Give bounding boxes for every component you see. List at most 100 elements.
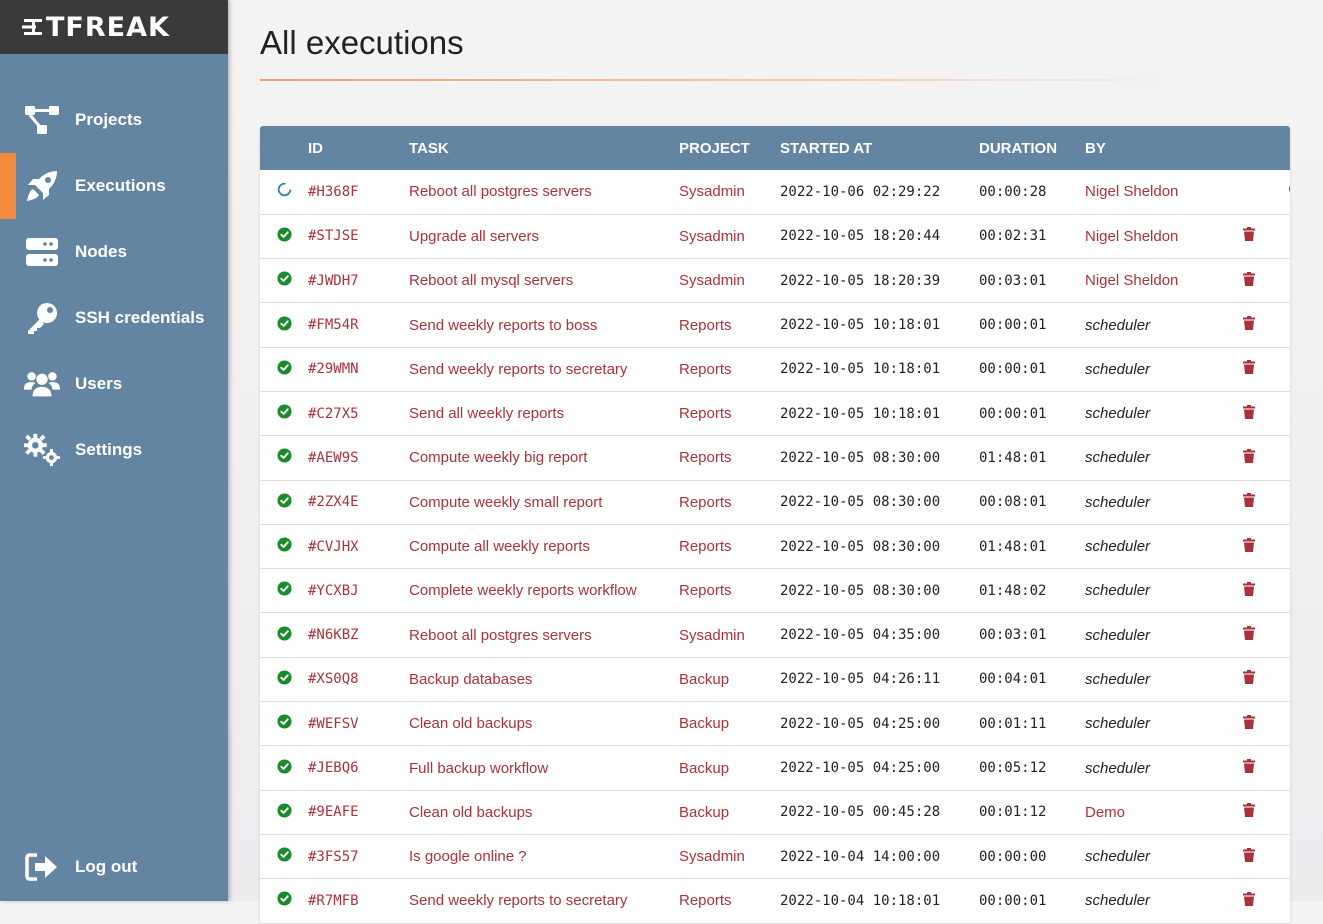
table-row[interactable]: #9EAFE Clean old backups Backup 2022-10-05 … [260,790,1290,835]
execution-id-link[interactable]: #3FS57 [308,848,359,865]
execution-id-link[interactable]: #YCXBJ [308,582,359,599]
task-link[interactable]: Send weekly reports to boss [409,316,598,334]
task-link[interactable]: Send all weekly reports [409,405,565,423]
delete-execution-button[interactable] [1242,581,1255,600]
task-link[interactable]: Is google online ? [409,848,527,866]
delete-execution-button[interactable] [1242,803,1255,821]
execution-id-link[interactable]: #H368F [308,183,359,200]
success-check-icon [276,404,292,423]
delete-execution-button[interactable] [1242,360,1255,378]
table-row[interactable]: #JEBQ6 Full backup workflow Backup 2022-10-… [260,746,1290,791]
project-link[interactable]: Reports [679,582,732,600]
execution-id-link[interactable]: #JEBQ6 [308,760,359,776]
execution-id-link[interactable]: #2ZX4E [308,494,359,511]
project-link[interactable]: Reports [679,493,732,511]
table-row[interactable]: #CVJHX Compute all weekly reports Reports 2… [260,524,1290,569]
project-link[interactable]: Reports [679,316,732,334]
delete-execution-button[interactable] [1242,537,1255,556]
execution-id-link[interactable]: #JWDH7 [308,272,359,289]
project-link[interactable]: Backup [679,803,730,821]
task-link[interactable]: Reboot all postgres servers [409,183,592,201]
task-link[interactable]: Reboot all postgres servers [409,626,592,644]
started-column-header[interactable]: STARTED AT [780,139,873,157]
project-link[interactable]: Reports [679,449,732,467]
delete-execution-button[interactable] [1242,847,1255,866]
logo[interactable]: TFREAK [0,0,228,54]
project-link[interactable]: Sysadmin [679,272,745,290]
delete-execution-button[interactable] [1242,759,1255,777]
table-row[interactable]: #2ZX4E Compute weekly small report Reports… [260,480,1290,525]
execution-id-link[interactable]: #WEFSV [308,715,359,732]
delete-execution-button[interactable] [1242,316,1255,334]
execution-id-link[interactable]: #FM54R [308,317,359,334]
table-row[interactable]: #FM54R Send weekly reports to boss Reports… [260,303,1290,348]
project-link[interactable]: Backup [679,715,730,733]
triggered-by[interactable]: Nigel Sheldon [1085,272,1179,290]
task-link[interactable]: Compute weekly big report [409,449,588,467]
project-link[interactable]: Sysadmin [679,848,745,866]
project-column-header[interactable]: PROJECT [679,139,750,157]
project-link[interactable]: Reports [679,538,732,556]
task-link[interactable]: Compute all weekly reports [409,538,590,556]
execution-id-link[interactable]: #CVJHX [308,538,359,555]
triggered-by[interactable]: Nigel Sheldon [1085,227,1179,245]
delete-execution-button[interactable] [1242,626,1255,644]
table-row[interactable]: #29WMN Send weekly reports to secretary Re… [260,347,1290,392]
kill-execution-button[interactable] [1288,182,1290,202]
execution-id-link[interactable]: #9EAFE [308,804,359,821]
table-row[interactable]: #3FS57 Is google online ? Sysadmin 2022-10-… [260,834,1290,879]
execution-id-link[interactable]: #AEW9S [308,449,359,466]
sidebar-item-ssh-credentials[interactable]: SSH credentials [0,285,228,351]
execution-id-link[interactable]: #N6KBZ [308,627,359,644]
project-link[interactable]: Sysadmin [679,183,745,201]
project-link[interactable]: Reports [679,360,732,378]
delete-execution-button[interactable] [1242,448,1255,467]
sidebar-item-users[interactable]: Users [0,351,228,417]
table-row[interactable]: #C27X5 Send all weekly reports Reports 2022… [260,391,1290,436]
project-link[interactable]: Backup [679,670,730,688]
table-row[interactable]: #H368F Reboot all postgres servers Sysadmi… [260,170,1290,215]
sidebar-item-projects[interactable]: Projects [0,87,228,153]
delete-execution-button[interactable] [1242,404,1255,423]
task-link[interactable]: Clean old backups [409,803,533,821]
task-link[interactable]: Reboot all mysql servers [409,272,574,290]
sidebar-item-executions[interactable]: Executions [0,153,228,219]
sidebar-item-nodes[interactable]: Nodes [0,219,228,285]
execution-id-link[interactable]: #C27X5 [308,405,359,422]
task-link[interactable]: Compute weekly small report [409,493,603,511]
table-row[interactable]: #N6KBZ Reboot all postgres servers Sysadmi… [260,613,1290,658]
table-row[interactable]: #XS0Q8 Backup databases Backup 2022-10-05 0… [260,657,1290,702]
task-column-header[interactable]: TASK [409,139,449,157]
task-link[interactable]: Send weekly reports to secretary [409,360,628,378]
project-link[interactable]: Sysadmin [679,626,745,644]
task-link[interactable]: Full backup workflow [409,759,549,777]
execution-id-link[interactable]: #XS0Q8 [308,671,359,688]
sidebar-item-settings[interactable]: Settings [0,417,228,483]
delete-execution-button[interactable] [1242,714,1255,733]
duration: 00:04:01 [979,671,1047,688]
task-link[interactable]: Clean old backups [409,715,533,733]
by-column-header[interactable]: BY [1085,139,1106,157]
delete-execution-button[interactable] [1242,271,1255,290]
triggered-by[interactable]: Demo [1085,803,1126,821]
execution-id-link[interactable]: #29WMN [308,361,359,378]
triggered-by[interactable]: Nigel Sheldon [1085,183,1179,201]
task-link[interactable]: Complete weekly reports workflow [409,582,637,600]
duration-column-header[interactable]: DURATION [979,139,1058,157]
table-row[interactable]: #AEW9S Compute weekly big report Reports 20… [260,436,1290,481]
delete-execution-button[interactable] [1242,493,1255,511]
table-row[interactable]: #STJSE Upgrade all servers Sysadmin 2022-10… [260,214,1290,259]
project-link[interactable]: Reports [679,405,732,423]
project-link[interactable]: Backup [679,759,730,777]
delete-execution-button[interactable] [1242,670,1255,688]
logout-button[interactable]: Log out [0,845,228,889]
task-link[interactable]: Backup databases [409,670,533,688]
task-link[interactable]: Upgrade all servers [409,227,540,245]
table-row[interactable]: #JWDH7 Reboot all mysql servers Sysadmin 20… [260,259,1290,303]
table-row[interactable]: #WEFSV Clean old backups Backup 2022-10-05 … [260,702,1290,746]
project-link[interactable]: Sysadmin [679,227,745,245]
id-column-header[interactable]: ID [308,139,323,157]
delete-execution-button[interactable] [1242,227,1255,245]
table-row[interactable]: #YCXBJ Complete weekly reports workflow Re… [260,569,1290,613]
execution-id-link[interactable]: #STJSE [308,228,359,245]
